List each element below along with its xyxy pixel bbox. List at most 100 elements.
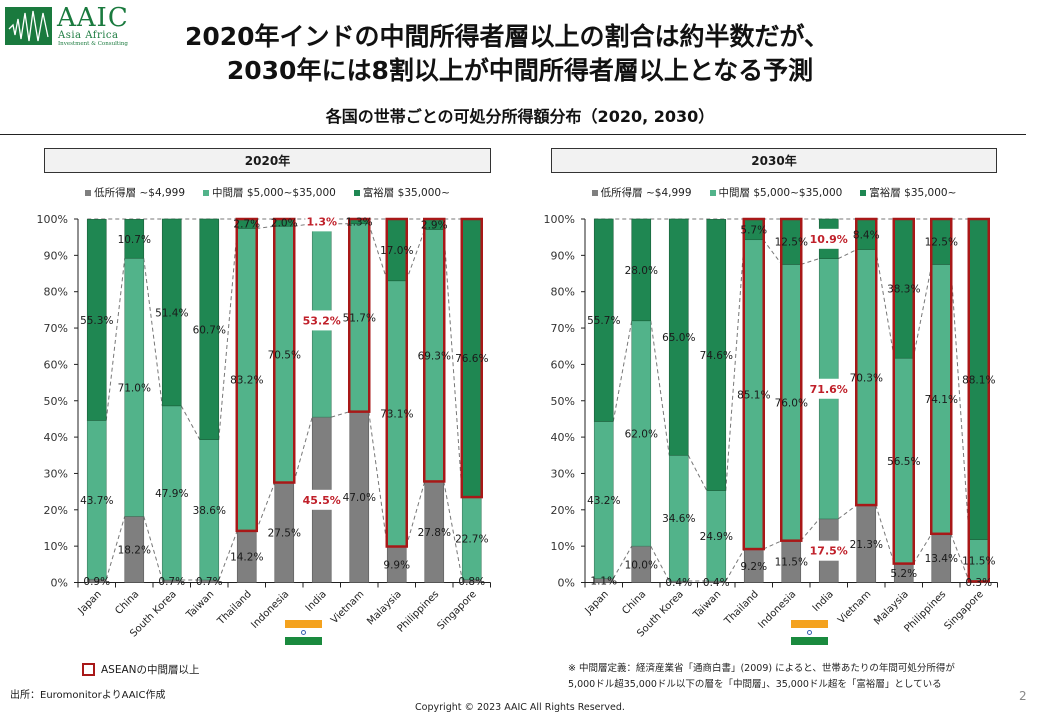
chart-2020-series-connector xyxy=(218,228,238,440)
chart-2020-data-label-middle: 47.9% xyxy=(155,488,188,500)
chart-2030-bar-high xyxy=(668,218,689,456)
legend-label-low: 低所得層 ~$4,999 xyxy=(600,187,692,199)
chart-2030-data-label-middle: 71.6% xyxy=(810,383,848,396)
chart-2030-category-label: Vietnam xyxy=(836,589,873,626)
chart-2030-series-connector xyxy=(800,518,820,542)
chart-2020-series-connector xyxy=(368,411,388,547)
chart-2020-data-label-low: 47.0% xyxy=(343,492,376,504)
chart-2020-category-label: Japan xyxy=(76,589,104,617)
chart-2030-data-label-high: 38.3% xyxy=(887,284,920,296)
chart-2020-label-background xyxy=(301,489,342,510)
chart-2020-y-tick-label: 50% xyxy=(44,395,68,408)
chart-2030-y-tick-label: 10% xyxy=(551,540,575,553)
definition-footnote: ※ 中間層定義：経済産業省「通商白書」(2009) によると、世帯あたりの年間可… xyxy=(568,661,955,693)
chart-2020-data-label-high: 2.7% xyxy=(233,219,260,231)
logo-name: AAIC xyxy=(57,3,129,33)
chart-2020-y-tick-label: 0% xyxy=(51,577,68,590)
chart-2030-y-tick-label: 20% xyxy=(551,504,575,517)
chart-2020-label-background xyxy=(305,211,339,232)
chart-2030-data-label-middle: 74.1% xyxy=(925,394,958,406)
chart-2030-category-label: China xyxy=(620,589,648,617)
chart-2030-y-tick-label: 40% xyxy=(551,431,575,444)
chart-2030-series-connector xyxy=(875,249,895,359)
chart-2020-data-label-high: 17.0% xyxy=(380,245,413,257)
chart-2030-data-label-high: 28.0% xyxy=(625,265,658,277)
legend-swatch-low xyxy=(591,189,598,196)
india-flag-icon xyxy=(791,620,828,645)
chart-2020-y-tick-label: 90% xyxy=(44,249,68,262)
chart-2020-data-label-high: 60.7% xyxy=(193,324,226,336)
legend-2020: 低所得層 ~$4,999 中間層 $5,000~$35,000 富裕層 $35,… xyxy=(44,185,491,200)
chart-2020-category-label: Singapore xyxy=(435,589,478,632)
chart-2030-data-label-low: 0.3% xyxy=(965,577,992,589)
chart-2030-category-label: India xyxy=(811,589,836,614)
chart-2020-data-label-high: 1.3% xyxy=(346,216,373,228)
chart-2030-data-label-middle: 70.3% xyxy=(850,372,883,384)
chart-2030-data-label-low: 5.2% xyxy=(890,568,917,580)
red-outline-box-icon xyxy=(82,663,95,676)
chart-2020-data-label-high: 76.6% xyxy=(455,353,488,365)
footnote-line2: 5,000ドル超35,000ドル以下の層を「中間層」、35,000ドル超を「富裕… xyxy=(568,679,942,690)
chart-2020-y-tick-label: 80% xyxy=(44,286,68,299)
chart-2020-data-label-low: 0.7% xyxy=(158,576,185,588)
chart-2020-data-label-high: 2.0% xyxy=(271,218,298,230)
chart-2020-y-tick-label: 20% xyxy=(44,504,68,517)
chart-2020-data-label-middle: 43.7% xyxy=(80,495,113,507)
chart-2020-data-label-high: 10.7% xyxy=(118,234,151,246)
chart-2020-data-label-middle: 83.2% xyxy=(230,375,263,387)
chart-2020-series-connector xyxy=(105,258,126,421)
chart-2030-y-tick-label: 80% xyxy=(551,286,575,299)
legend-swatch-middle xyxy=(203,189,210,196)
chart-2030-label-background xyxy=(808,540,849,561)
chart-2020-y-tick-label: 10% xyxy=(44,540,68,553)
chart-2030-bar-high xyxy=(593,218,614,422)
legend-item-high: 富裕層 $35,000~ xyxy=(353,185,450,200)
chart-2020-series-connector xyxy=(180,405,201,440)
chart-2030-data-label-low: 9.2% xyxy=(740,561,767,573)
chart-2030-data-label-low: 0.4% xyxy=(703,577,730,589)
chart-2030-category-label: Malaysia xyxy=(872,589,911,628)
legend-label-low: 低所得層 ~$4,999 xyxy=(94,187,186,199)
chart-2030-asean-highlight-box xyxy=(892,217,915,565)
chart-2020-series-connector xyxy=(443,481,463,580)
legend-item-low: 低所得層 ~$4,999 xyxy=(85,185,185,200)
chart-subtitle: 各国の世帯ごとの可処分所得額分布（2020, 2030） xyxy=(325,107,715,126)
chart-2030-series-connector xyxy=(950,264,970,540)
chart-2030-data-label-high: 10.9% xyxy=(810,233,848,246)
chart-2020-series-connector xyxy=(255,482,276,532)
chart-2020-y-tick-label: 40% xyxy=(44,431,68,444)
chart-2030-series-connector xyxy=(725,548,745,582)
chart-2030-series-connector xyxy=(875,504,895,564)
legend-2030: 低所得層 ~$4,999 中間層 $5,000~$35,000 富裕層 $35,… xyxy=(551,185,997,200)
chart-2020-category-label: Taiwan xyxy=(184,589,217,622)
chart-2020-bar-high xyxy=(86,219,107,421)
chart-2030-asean-highlight-box xyxy=(780,217,803,542)
legend-item-low: 低所得層 ~$4,999 xyxy=(591,185,692,200)
chart-2020-data-label-high: 51.4% xyxy=(155,307,188,319)
chart-2020-data-label-middle: 69.3% xyxy=(418,350,451,362)
chart-2030-data-label-middle: 85.1% xyxy=(737,389,770,401)
chart-2020-y-tick-label: 70% xyxy=(44,322,68,335)
chart-2030-y-tick-label: 90% xyxy=(551,249,575,262)
legend-label-high: 富裕層 $35,000~ xyxy=(362,187,450,199)
chart-2020-series-connector xyxy=(218,530,238,581)
legend-swatch-high xyxy=(353,189,360,196)
chart-2030-series-connector xyxy=(612,320,633,422)
chart-2020-bar-high xyxy=(161,218,182,407)
chart-2020-data-label-low: 14.2% xyxy=(230,552,263,564)
chart-2030-asean-highlight-box xyxy=(967,217,990,583)
logo-tagline-small: Investment & Consulting xyxy=(58,41,128,47)
chart-2030-data-label-low: 21.3% xyxy=(850,539,883,551)
chart-2020-asean-highlight-box xyxy=(385,217,408,548)
chart-2030-title: 2030年 xyxy=(751,154,797,168)
chart-2030-category-label: Japan xyxy=(583,589,611,617)
chart-2030-asean-highlight-box xyxy=(742,217,765,551)
chart-2030-y-tick-label: 100% xyxy=(544,213,575,226)
chart-2030-series-connector xyxy=(687,455,708,491)
chart-2030-data-label-high: 8.4% xyxy=(853,229,880,241)
chart-2020-series-connector xyxy=(331,411,350,418)
chart-2030-y-tick-label: 50% xyxy=(551,395,575,408)
chart-2030-asean-highlight-box xyxy=(930,217,953,536)
chart-2030-asean-highlight-box xyxy=(855,217,878,507)
chart-2020-data-label-low: 0.7% xyxy=(196,576,223,588)
